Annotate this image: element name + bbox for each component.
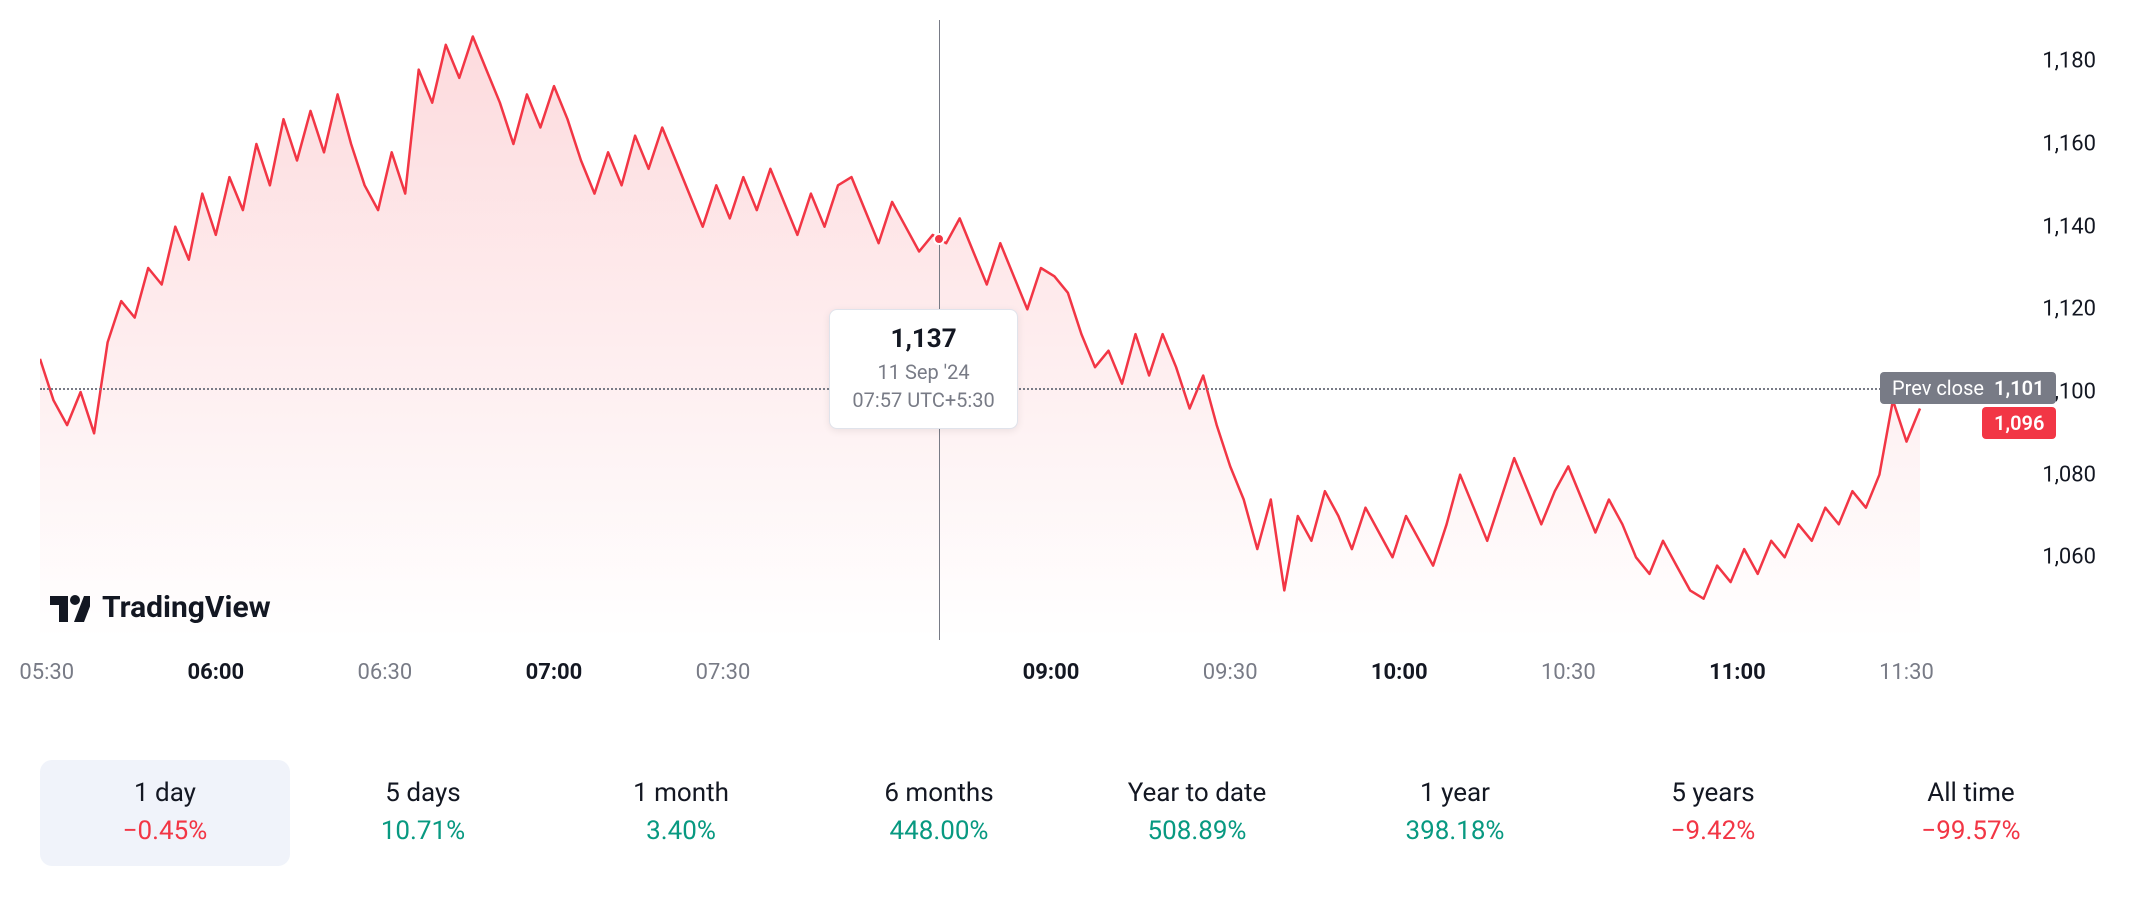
period-label: 1 month — [564, 778, 798, 808]
period-label: 5 years — [1596, 778, 1830, 808]
period-selector: 1 day −0.45% 5 days 10.71% 1 month 3.40% 6 mon… — [40, 760, 2096, 866]
period-change: 398.18% — [1338, 816, 1572, 846]
period-1-year[interactable]: 1 year 398.18% — [1330, 760, 1580, 866]
x-tick: 11:00 — [1709, 660, 1766, 685]
y-tick: 1,140 — [2042, 214, 2096, 239]
y-tick: 1,080 — [2042, 462, 2096, 487]
x-tick: 06:30 — [357, 660, 412, 685]
x-tick: 07:00 — [526, 660, 583, 685]
y-tick: 1,180 — [2042, 49, 2096, 74]
period-change: −9.42% — [1596, 816, 1830, 846]
current-price-badge: 1,096 — [1982, 407, 2056, 439]
period-change: 448.00% — [822, 816, 1056, 846]
prev-close-value: 1,101 — [1994, 376, 2044, 400]
tooltip-time: 07:57 UTC+5:30 — [852, 386, 994, 414]
x-tick: 10:00 — [1371, 660, 1428, 685]
crosshair-dot — [933, 233, 945, 245]
x-tick: 06:00 — [187, 660, 244, 685]
period-1-day[interactable]: 1 day −0.45% — [40, 760, 290, 866]
period-change: 508.89% — [1080, 816, 1314, 846]
crosshair-tooltip: 1,137 11 Sep '24 07:57 UTC+5:30 — [829, 309, 1017, 429]
tooltip-date: 11 Sep '24 — [852, 358, 994, 386]
y-tick: 1,060 — [2042, 545, 2096, 570]
period-change: 3.40% — [564, 816, 798, 846]
prev-close-label: Prev close — [1892, 376, 1984, 400]
x-tick: 09:30 — [1203, 660, 1258, 685]
tradingview-logo[interactable]: TradingView — [50, 590, 271, 625]
period-change: 10.71% — [306, 816, 540, 846]
period-label: Year to date — [1080, 778, 1314, 808]
tradingview-logo-text: TradingView — [102, 590, 271, 625]
period-label: 1 year — [1338, 778, 1572, 808]
x-tick: 09:00 — [1023, 660, 1080, 685]
period-change: −0.45% — [48, 816, 282, 846]
period-label: 5 days — [306, 778, 540, 808]
y-tick: 1,160 — [2042, 132, 2096, 157]
period-5-days[interactable]: 5 days 10.71% — [298, 760, 548, 866]
period-1-month[interactable]: 1 month 3.40% — [556, 760, 806, 866]
y-axis: 1,0601,0801,1001,1201,1401,1601,180 — [1976, 20, 2096, 640]
period-all-time[interactable]: All time −99.57% — [1846, 760, 2096, 866]
x-tick: 10:30 — [1541, 660, 1596, 685]
period-year-to-date[interactable]: Year to date 508.89% — [1072, 760, 1322, 866]
x-tick: 11:30 — [1879, 660, 1934, 685]
tooltip-value: 1,137 — [852, 324, 994, 354]
x-axis: 05:3006:0006:3007:0007:3009:0009:3010:00… — [40, 660, 1960, 700]
period-label: 6 months — [822, 778, 1056, 808]
y-tick: 1,120 — [2042, 297, 2096, 322]
x-tick: 05:30 — [19, 660, 74, 685]
x-tick: 07:30 — [696, 660, 751, 685]
current-price-value: 1,096 — [1994, 411, 2044, 435]
period-5-years[interactable]: 5 years −9.42% — [1588, 760, 1838, 866]
tradingview-logo-icon — [50, 594, 90, 622]
period-label: 1 day — [48, 778, 282, 808]
period-label: All time — [1854, 778, 2088, 808]
period-6-months[interactable]: 6 months 448.00% — [814, 760, 1064, 866]
period-change: −99.57% — [1854, 816, 2088, 846]
prev-close-badge: Prev close 1,101 — [1880, 372, 2056, 404]
